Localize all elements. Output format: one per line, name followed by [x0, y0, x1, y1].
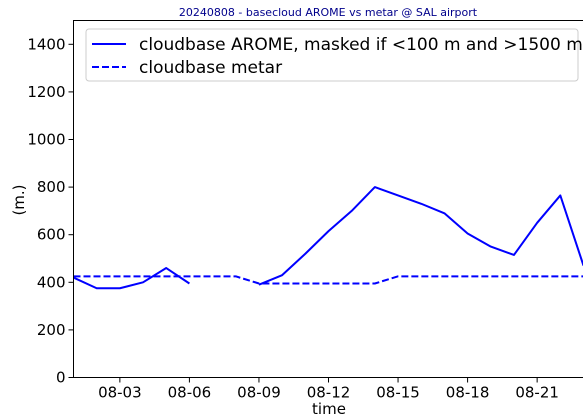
series-0-line-segment-1 — [258, 186, 583, 286]
legend-box — [85, 28, 579, 82]
x-axis-label: time — [312, 400, 346, 418]
x-tick-label: 08-21 — [515, 384, 559, 402]
y-tick-label: 1200 — [27, 83, 65, 101]
series-1-line-segment-0 — [73, 275, 583, 285]
legend-label-metar: cloudbase metar — [139, 58, 282, 78]
y-tick-label: 800 — [37, 178, 66, 196]
x-tick-label: 08-09 — [237, 384, 281, 402]
x-tick-label: 08-12 — [307, 384, 351, 402]
x-tick-label: 08-18 — [446, 384, 490, 402]
plot-lines — [73, 186, 583, 290]
y-tick-label: 1000 — [27, 131, 65, 149]
plot-frame — [73, 20, 583, 378]
x-tick-label: 08-03 — [98, 384, 142, 402]
x-ticks: 08-03 08-06 08-09 08-12 08-15 08-18 08-21 — [98, 377, 559, 402]
x-tick-label: 08-06 — [168, 384, 212, 402]
x-tick-label: 08-15 — [376, 384, 420, 402]
y-tick-label: 200 — [37, 321, 66, 339]
y-tick-label: 400 — [37, 273, 66, 291]
y-axis-label: (m.) — [10, 184, 28, 215]
chart-title: 20240808 - basecloud AROME vs metar @ SA… — [179, 6, 478, 19]
y-tick-label: 0 — [56, 369, 66, 387]
legend: cloudbase AROME, masked if <100 m and >1… — [85, 28, 583, 82]
legend-label-arome: cloudbase AROME, masked if <100 m and >1… — [139, 35, 583, 55]
y-tick-label: 1400 — [27, 35, 65, 53]
y-tick-label: 600 — [37, 226, 66, 244]
y-ticks: 0 200 400 600 800 1000 1200 1400 — [27, 35, 74, 387]
series-0-line-segment-0 — [73, 267, 190, 290]
